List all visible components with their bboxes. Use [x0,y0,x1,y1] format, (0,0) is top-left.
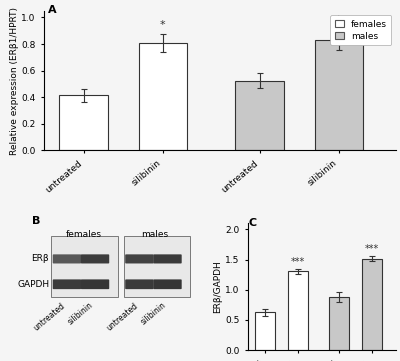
Text: untreated: untreated [32,301,67,332]
Text: males: males [141,230,168,239]
FancyBboxPatch shape [125,279,154,289]
Text: ERβ: ERβ [32,255,49,264]
Text: silibinin: silibinin [66,301,95,327]
Bar [328,297,349,350]
Bar [59,95,108,150]
Y-axis label: ERβ/GAPDH: ERβ/GAPDH [214,260,223,313]
Text: ***: *** [291,257,305,266]
FancyBboxPatch shape [125,255,154,264]
Text: females: females [66,230,102,239]
Bar [315,40,363,150]
Text: *: * [336,15,342,25]
FancyBboxPatch shape [153,255,182,264]
Text: A: A [48,5,56,15]
Text: *: * [160,20,166,30]
Text: C: C [248,218,256,229]
FancyBboxPatch shape [124,236,190,297]
FancyBboxPatch shape [81,255,109,264]
Text: silibinin: silibinin [139,301,168,327]
Y-axis label: Relative expression (ERβ1/HPRT): Relative expression (ERβ1/HPRT) [10,6,18,155]
Bar [138,43,187,150]
Text: untreated: untreated [104,301,139,332]
Text: GAPDH: GAPDH [17,280,49,289]
Text: B: B [32,216,40,226]
Legend: females, males: females, males [330,16,392,45]
FancyBboxPatch shape [53,255,81,264]
Bar [288,271,308,350]
Bar [362,259,382,350]
Bar [254,313,275,350]
FancyBboxPatch shape [53,279,81,289]
FancyBboxPatch shape [81,279,109,289]
Bar [235,81,284,150]
FancyBboxPatch shape [51,236,118,297]
FancyBboxPatch shape [153,279,182,289]
Text: ***: *** [365,244,379,254]
